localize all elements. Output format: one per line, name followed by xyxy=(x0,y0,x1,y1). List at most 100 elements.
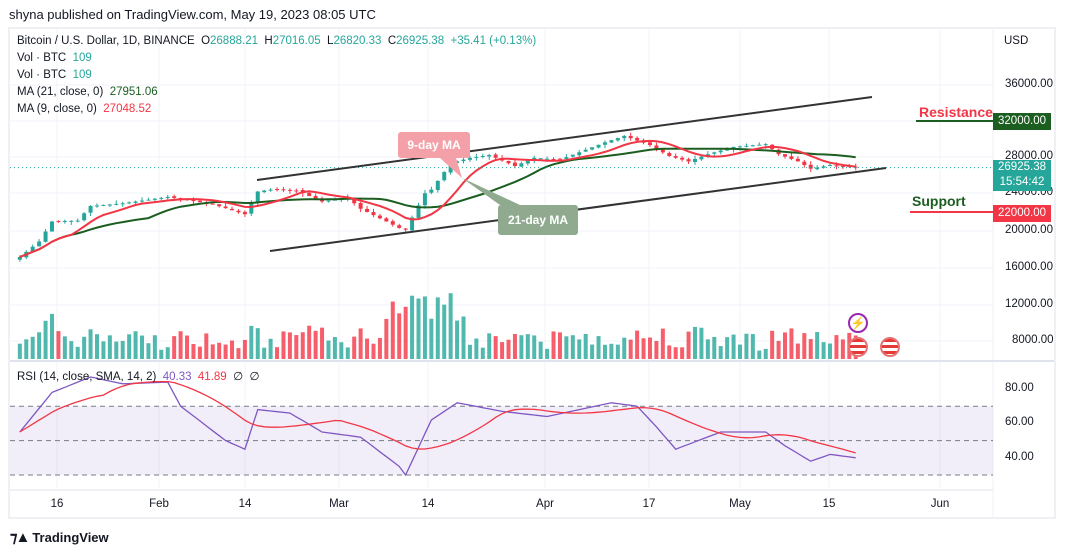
currency-label[interactable]: USD xyxy=(1004,35,1029,47)
candle xyxy=(294,190,299,192)
candle xyxy=(422,193,427,206)
candle xyxy=(107,204,112,206)
volume-bar xyxy=(461,316,466,359)
candle xyxy=(146,199,151,201)
volume-bar xyxy=(114,341,119,359)
volume-tick: 12000.00 xyxy=(1005,298,1053,310)
volume-bar xyxy=(152,335,157,359)
ma9-line xyxy=(19,139,856,258)
time-tick: 14 xyxy=(421,498,435,510)
ma9-callout-pointer xyxy=(440,158,462,178)
time-tick: Mar xyxy=(329,498,349,510)
volume-tick: 16000.00 xyxy=(1005,261,1053,273)
volume-bar xyxy=(564,336,569,359)
volume-bar xyxy=(487,333,492,359)
candle xyxy=(757,144,762,146)
volume-bar xyxy=(82,336,87,359)
volume-bar xyxy=(307,325,312,359)
chart-frame[interactable] xyxy=(8,27,1056,519)
volume-bar xyxy=(802,333,807,359)
candle xyxy=(654,145,659,149)
volume-bar xyxy=(69,341,74,359)
support-label: Support xyxy=(912,193,966,209)
volume-bar xyxy=(249,325,254,359)
candle xyxy=(281,189,286,191)
volume-bar xyxy=(641,338,646,359)
volume-bar xyxy=(667,345,672,359)
candle xyxy=(738,146,742,148)
volume-bar xyxy=(24,339,29,359)
volume-bar xyxy=(551,331,556,359)
volume-bar xyxy=(75,346,80,359)
close-value: 26925.38 xyxy=(396,35,445,47)
candle xyxy=(152,198,157,200)
bar-countdown: 15:54:42 xyxy=(999,176,1045,188)
resistance-label: Resistance xyxy=(919,104,993,120)
candle xyxy=(545,158,550,160)
volume-bar xyxy=(49,313,54,359)
volume-bar xyxy=(467,344,472,359)
time-tick: Jun xyxy=(930,498,950,510)
volume-bar xyxy=(120,340,125,359)
tradingview-logo[interactable]: ⁊▲ TradingView xyxy=(10,529,109,546)
candle xyxy=(834,165,839,167)
candle xyxy=(56,220,61,222)
volume-bar xyxy=(570,335,575,359)
volume-bar xyxy=(281,331,286,359)
candle xyxy=(217,204,222,207)
channel-upper-line xyxy=(256,96,873,181)
volume-bar xyxy=(268,338,273,359)
candle xyxy=(602,142,607,145)
volume-bar xyxy=(403,306,408,359)
volume-bar xyxy=(609,343,614,359)
candle xyxy=(140,200,145,202)
volume-bar xyxy=(705,339,710,359)
events-lightning-icon[interactable]: ⚡ xyxy=(848,313,868,333)
candle xyxy=(172,196,177,198)
candle xyxy=(410,217,415,231)
candle xyxy=(840,166,845,168)
candle xyxy=(88,206,93,213)
candle xyxy=(750,145,755,147)
candle xyxy=(62,221,67,223)
volume-bar xyxy=(519,335,524,359)
candle xyxy=(783,154,788,157)
candle xyxy=(230,208,235,211)
candle xyxy=(197,200,202,203)
volume-bar xyxy=(345,347,350,359)
us-flag-event-icon[interactable] xyxy=(848,337,868,357)
volume-bar xyxy=(339,342,344,359)
volume-bar xyxy=(763,348,768,359)
rsi-tick: 40.00 xyxy=(1005,451,1034,463)
volume-bar xyxy=(622,337,627,359)
low-value: 26820.33 xyxy=(333,35,382,47)
candle xyxy=(667,152,672,156)
us-flag-event-icon[interactable] xyxy=(880,337,900,357)
candle xyxy=(268,189,273,191)
volume-bar xyxy=(178,331,183,359)
volume-tick: 8000.00 xyxy=(1012,334,1054,346)
volume-bar xyxy=(275,347,280,359)
volume-bar xyxy=(480,347,485,359)
volume-bar xyxy=(217,342,222,359)
volume-bar xyxy=(692,326,697,359)
candle xyxy=(371,212,376,216)
candle xyxy=(210,203,215,205)
volume-bar xyxy=(410,295,415,359)
volume-bar xyxy=(358,328,363,359)
volume-bar xyxy=(165,347,170,359)
volume-bar xyxy=(590,344,595,359)
volume-bar xyxy=(185,335,190,359)
time-tick: 14 xyxy=(238,498,252,510)
volume-bar xyxy=(255,328,260,359)
candle xyxy=(120,203,125,205)
candle xyxy=(262,190,267,193)
candle xyxy=(789,156,794,160)
channel-lower-line xyxy=(269,167,887,252)
candle xyxy=(416,205,421,218)
candle xyxy=(326,200,331,202)
volume-bar xyxy=(101,341,106,359)
volume-bar xyxy=(538,341,543,359)
volume-bar xyxy=(242,339,247,359)
